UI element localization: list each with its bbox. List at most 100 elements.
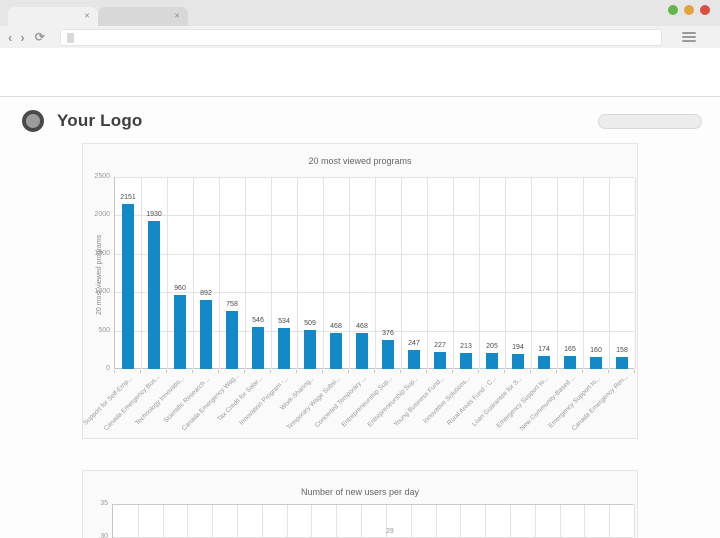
bar[interactable] bbox=[122, 204, 134, 369]
browser-tabstrip: ✕ ✕ bbox=[0, 0, 720, 26]
gridline bbox=[137, 504, 139, 538]
gridline bbox=[115, 177, 634, 178]
x-tick-mark bbox=[556, 370, 557, 373]
x-tick-mark bbox=[296, 370, 297, 373]
bar-value-label: 509 bbox=[304, 320, 316, 327]
bar-value-label: 2151 bbox=[120, 194, 136, 201]
point-value-label: 29 bbox=[386, 528, 394, 535]
gridline bbox=[115, 215, 634, 217]
bar-value-label: 758 bbox=[226, 301, 238, 308]
browser-tab-active[interactable]: ✕ bbox=[8, 7, 98, 26]
gridline bbox=[193, 177, 194, 369]
y-tick-label: 0 bbox=[106, 365, 110, 372]
x-tick-mark bbox=[374, 370, 375, 373]
bar[interactable] bbox=[148, 221, 160, 369]
gridline bbox=[635, 177, 636, 369]
x-tick-mark bbox=[530, 370, 531, 373]
gridline bbox=[115, 330, 634, 332]
bar[interactable] bbox=[278, 328, 290, 369]
bar[interactable] bbox=[434, 352, 446, 369]
bar[interactable] bbox=[304, 330, 316, 369]
bar-value-label: 1930 bbox=[146, 211, 162, 218]
bar[interactable] bbox=[382, 340, 394, 369]
bar-chart-title: 20 most viewed programs bbox=[308, 156, 412, 166]
x-tick-mark bbox=[166, 370, 167, 373]
gridline bbox=[531, 177, 532, 369]
bar-value-label: 227 bbox=[434, 342, 446, 349]
gridline bbox=[261, 504, 263, 538]
x-tick-mark bbox=[140, 370, 141, 373]
x-tick-mark bbox=[244, 370, 245, 373]
search-box[interactable] bbox=[598, 114, 720, 129]
gridline bbox=[297, 177, 298, 369]
bar-value-label: 376 bbox=[382, 330, 394, 337]
gridline bbox=[187, 504, 189, 538]
gridline bbox=[286, 504, 288, 538]
bar[interactable] bbox=[330, 333, 342, 369]
window-controls bbox=[668, 5, 710, 15]
bar[interactable] bbox=[538, 356, 550, 369]
y-tick-label: 500 bbox=[98, 326, 110, 334]
bar[interactable] bbox=[512, 354, 524, 369]
bar[interactable] bbox=[486, 353, 498, 369]
bar[interactable] bbox=[200, 300, 212, 369]
bar[interactable] bbox=[356, 333, 368, 369]
logo-icon[interactable] bbox=[22, 110, 44, 132]
minimize-light-icon[interactable] bbox=[668, 5, 678, 15]
y-tick-label: 1500 bbox=[94, 249, 110, 257]
x-tick-mark bbox=[270, 370, 271, 373]
bar-value-label: 165 bbox=[564, 346, 576, 353]
gridline bbox=[609, 177, 610, 369]
bar-value-label: 247 bbox=[408, 340, 420, 347]
menu-icon[interactable] bbox=[682, 32, 696, 42]
x-tick-mark bbox=[348, 370, 349, 373]
gridline bbox=[609, 504, 611, 538]
x-tick-mark bbox=[504, 370, 505, 373]
y-tick-label: 2500 bbox=[94, 173, 110, 180]
gridline bbox=[375, 177, 376, 369]
gridline bbox=[385, 504, 387, 538]
search-input[interactable] bbox=[599, 115, 720, 128]
bar[interactable] bbox=[564, 356, 576, 369]
back-icon[interactable]: ‹ bbox=[8, 29, 13, 45]
restore-light-icon[interactable] bbox=[684, 5, 694, 15]
gridline bbox=[634, 504, 635, 538]
bar-chart-plot: 2151 1930 960 892 758 546 534 509 468 468 376 247 22… bbox=[114, 177, 636, 369]
bar-value-label: 213 bbox=[460, 343, 472, 350]
gridline bbox=[271, 177, 272, 369]
bar-value-label: 468 bbox=[330, 323, 342, 330]
bar[interactable] bbox=[174, 295, 186, 369]
url-input[interactable] bbox=[74, 30, 661, 45]
gridline bbox=[485, 504, 487, 538]
logo-text[interactable]: Your Logo bbox=[57, 111, 143, 130]
bar-value-label: 174 bbox=[538, 346, 550, 353]
x-tick-mark bbox=[114, 370, 115, 373]
bar[interactable] bbox=[252, 327, 264, 369]
gridline bbox=[336, 504, 338, 538]
gridline bbox=[559, 504, 561, 538]
y-tick-label: 2000 bbox=[94, 211, 110, 219]
line-chart-title: Number of new users per day bbox=[300, 487, 420, 497]
bar[interactable] bbox=[226, 311, 238, 369]
x-category-label: Canada Emergency Ren... bbox=[570, 373, 630, 433]
bar[interactable] bbox=[460, 353, 472, 369]
tab-close-icon[interactable]: ✕ bbox=[174, 13, 180, 20]
gridline bbox=[427, 177, 428, 369]
x-tick-mark bbox=[582, 370, 583, 373]
forward-icon[interactable]: › bbox=[20, 29, 25, 45]
url-bar[interactable] bbox=[60, 29, 662, 46]
close-light-icon[interactable] bbox=[700, 5, 710, 15]
gridline bbox=[557, 177, 558, 369]
browser-toolbar: ‹ › ⟳ bbox=[0, 26, 720, 48]
bar[interactable] bbox=[616, 357, 628, 369]
bar[interactable] bbox=[590, 357, 602, 369]
browser-tab-inactive[interactable]: ✕ bbox=[98, 7, 188, 26]
bar[interactable] bbox=[408, 350, 420, 369]
tab-close-icon[interactable]: ✕ bbox=[84, 13, 90, 20]
bar-value-label: 960 bbox=[174, 285, 186, 292]
x-tick-mark bbox=[426, 370, 427, 373]
reload-icon[interactable]: ⟳ bbox=[34, 30, 45, 44]
gridline bbox=[401, 177, 402, 369]
gridline bbox=[361, 504, 363, 538]
line-chart-plot: 29 bbox=[112, 504, 635, 538]
